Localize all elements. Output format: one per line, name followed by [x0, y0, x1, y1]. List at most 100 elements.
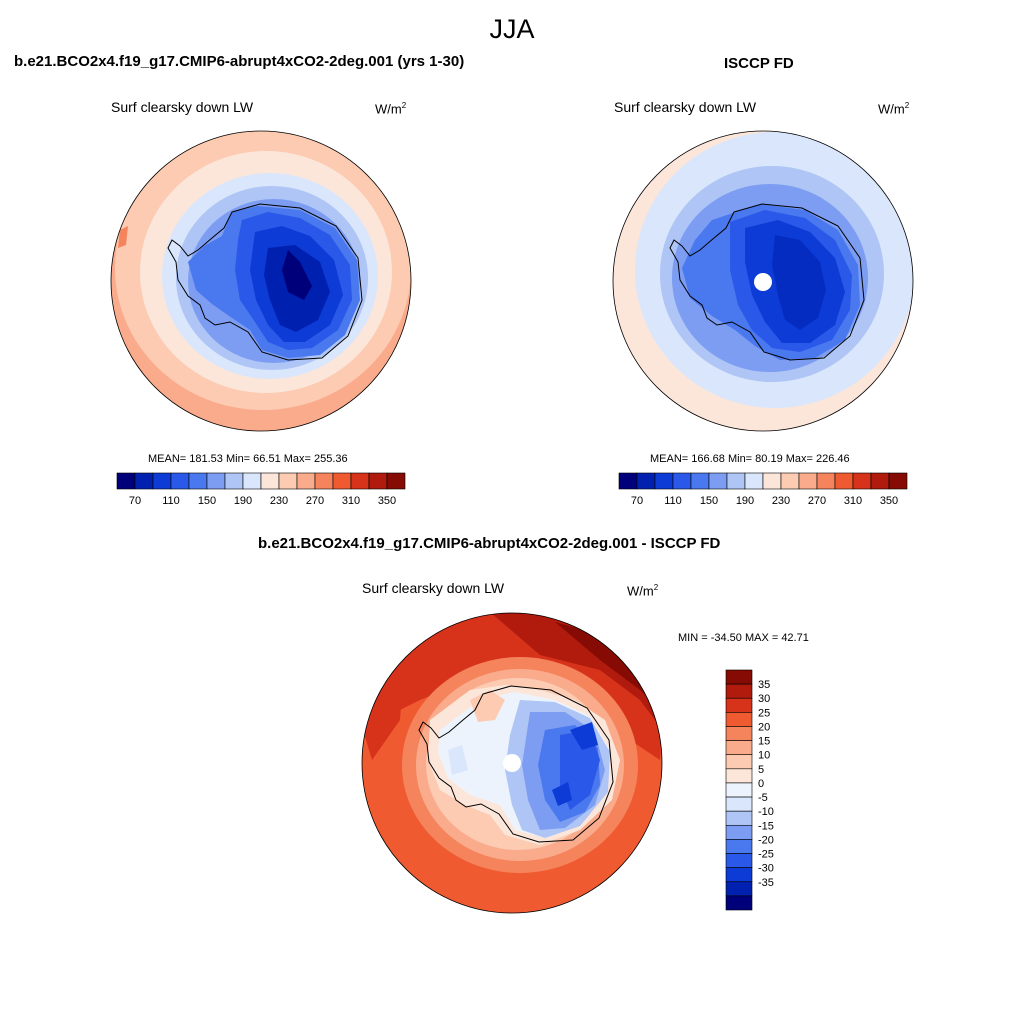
colorbar-swatch: [672, 472, 692, 490]
colorbar-swatch: [852, 472, 872, 490]
colorbar-swatch: [725, 839, 753, 854]
colorbar-swatch: [708, 472, 728, 490]
colorbar-tick-label: 25: [758, 707, 770, 719]
diff-map: [361, 612, 663, 914]
diff-panel-title: b.e21.BCO2x4.f19_g17.CMIP6-abrupt4xCO2-2…: [258, 535, 721, 552]
colorbar-swatch: [725, 754, 753, 770]
colorbar-swatch: [618, 472, 638, 490]
colorbar-swatch: [386, 472, 406, 490]
colorbar-swatch: [725, 683, 753, 699]
colorbar-swatch: [725, 726, 753, 741]
colorbar-swatch: [206, 472, 226, 490]
right-panel-title: ISCCP FD: [724, 55, 794, 72]
colorbar-tick-label: 230: [270, 495, 288, 507]
right-units: W/m2: [878, 101, 910, 117]
colorbar-swatch: [170, 472, 190, 490]
colorbar-swatch: [116, 472, 136, 490]
colorbar-swatch: [242, 472, 262, 490]
colorbar-swatch: [350, 472, 370, 490]
colorbar-tick-label: 35: [758, 679, 770, 691]
colorbar-tick-label: 190: [736, 495, 754, 507]
colorbar-swatch: [870, 472, 890, 490]
season-title: JJA: [489, 14, 535, 44]
colorbar-swatch: [780, 472, 800, 490]
colorbar-swatch: [834, 472, 854, 490]
colorbar-swatch: [888, 472, 908, 490]
right-map: [612, 130, 914, 432]
colorbar-tick-label: 110: [664, 495, 682, 507]
colorbar-tick-label: 30: [758, 693, 770, 705]
right-stats: MEAN= 166.68 Min= 80.19 Max= 226.46: [650, 453, 850, 465]
colorbar-tick-label: -20: [758, 834, 774, 846]
colorbar-swatch: [134, 472, 154, 490]
right-variable-label: Surf clearsky down LW: [614, 99, 757, 115]
colorbar-tick-label: 0: [758, 778, 764, 790]
colorbar-swatch: [296, 472, 316, 490]
left-colorbar: 70 110 150 190 230 270 310 350: [116, 472, 406, 507]
colorbar-tick-label: 5: [758, 764, 764, 776]
colorbar-swatch: [725, 712, 753, 727]
colorbar-tick-label: 20: [758, 721, 770, 733]
colorbar-swatch: [744, 472, 764, 490]
colorbar-swatch: [725, 810, 753, 826]
colorbar-tick-label: 70: [129, 495, 141, 507]
colorbar-tick-label: 190: [234, 495, 252, 507]
colorbar-swatch: [725, 768, 753, 784]
colorbar-swatch: [188, 472, 208, 490]
diff-units: W/m2: [627, 583, 659, 599]
diff-stats: MIN = -34.50 MAX = 42.71: [678, 632, 809, 644]
colorbar-swatch: [636, 472, 656, 490]
colorbar-tick-label: 10: [758, 750, 770, 762]
diff-colorbar: 35 30 25 20 15 10 5 0 -5 -10 -15 -20 -25 -30 -35: [725, 669, 774, 911]
colorbar-swatch: [152, 472, 172, 490]
colorbar-swatch: [798, 472, 818, 490]
left-panel-title: b.e21.BCO2x4.f19_g17.CMIP6-abrupt4xCO2-2…: [14, 53, 465, 70]
colorbar-tick-label: -10: [758, 806, 774, 818]
colorbar-swatch: [725, 881, 753, 897]
colorbar-tick-label: 70: [631, 495, 643, 507]
colorbar-swatch: [314, 472, 334, 490]
colorbar-swatch: [725, 669, 753, 685]
colorbar-tick-label: -15: [758, 820, 774, 832]
colorbar-swatch: [654, 472, 674, 490]
colorbar-swatch: [725, 867, 753, 883]
colorbar-swatch: [725, 895, 753, 911]
colorbar-swatch: [260, 472, 280, 490]
colorbar-tick-label: 15: [758, 736, 770, 748]
colorbar-tick-label: 310: [844, 495, 862, 507]
colorbar-swatch: [725, 740, 753, 756]
colorbar-tick-label: -25: [758, 849, 774, 861]
colorbar-tick-label: 150: [700, 495, 718, 507]
colorbar-swatch: [725, 697, 753, 713]
colorbar-swatch: [725, 782, 753, 798]
colorbar-swatch: [725, 853, 753, 868]
colorbar-swatch: [725, 824, 753, 840]
colorbar-tick-label: 350: [378, 495, 396, 507]
colorbar-tick-label: 310: [342, 495, 360, 507]
colorbar-tick-label: 110: [162, 495, 180, 507]
colorbar-tick-label: 350: [880, 495, 898, 507]
right-colorbar: 70 110 150 190 230 270 310 350: [618, 472, 908, 507]
colorbar-swatch: [726, 472, 746, 490]
colorbar-swatch: [332, 472, 352, 490]
colorbar-swatch: [224, 472, 244, 490]
colorbar-tick-label: -5: [758, 792, 768, 804]
colorbar-swatch: [816, 472, 836, 490]
diff-variable-label: Surf clearsky down LW: [362, 580, 505, 596]
left-variable-label: Surf clearsky down LW: [111, 99, 254, 115]
left-map: [110, 130, 412, 432]
left-units: W/m2: [375, 101, 407, 117]
colorbar-swatch: [368, 472, 388, 490]
colorbar-tick-label: 150: [198, 495, 216, 507]
colorbar-tick-label: -35: [758, 877, 774, 889]
colorbar-tick-label: 230: [772, 495, 790, 507]
colorbar-swatch: [762, 472, 782, 490]
colorbar-tick-label: -30: [758, 863, 774, 875]
colorbar-tick-label: 270: [306, 495, 324, 507]
colorbar-tick-label: 270: [808, 495, 826, 507]
colorbar-swatch: [725, 796, 753, 812]
left-stats: MEAN= 181.53 Min= 66.51 Max= 255.36: [148, 453, 348, 465]
colorbar-swatch: [278, 472, 298, 490]
colorbar-swatch: [690, 472, 710, 490]
